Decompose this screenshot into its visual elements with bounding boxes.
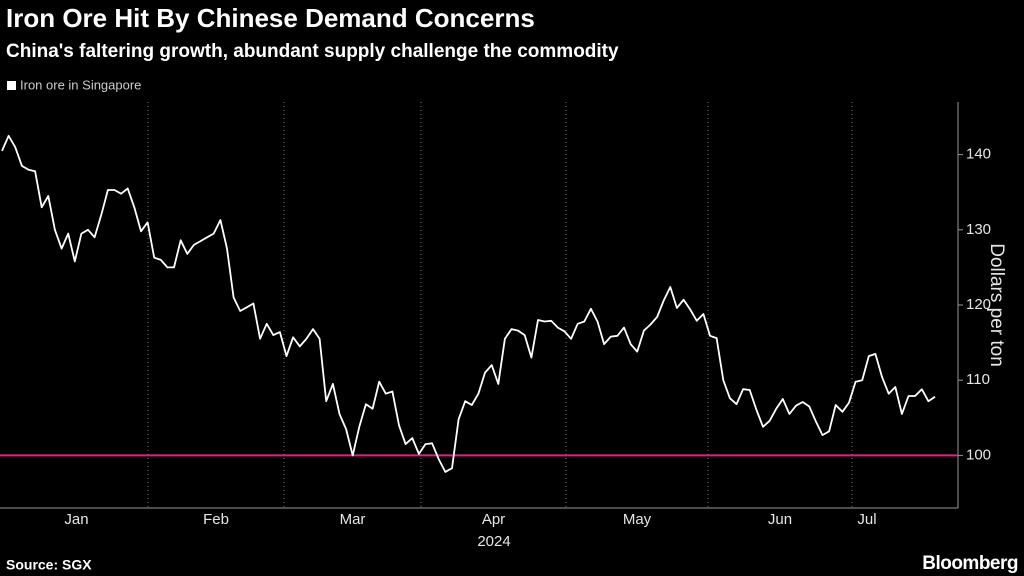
x-tick-label: Jun [768,511,792,528]
chart-title: Iron Ore Hit By Chinese Demand Concerns [6,3,535,33]
y-tick-label: 110 [966,371,990,388]
y-axis-label: Dollars per ton [986,243,1007,367]
source: Source: SGX [6,557,92,573]
y-tick-label: 140 [966,146,991,163]
legend-label: Iron ore in Singapore [20,77,141,92]
y-tick-label: 100 [966,446,991,463]
x-tick-label: Feb [203,511,229,528]
year-label: 2024 [477,533,510,550]
legend-swatch [7,81,16,90]
x-tick-label: Mar [340,511,366,528]
x-tick-label: May [623,511,652,528]
x-tick-label: Apr [482,511,505,528]
chart-subtitle: China's faltering growth, abundant suppl… [6,41,619,62]
brand: Bloomberg [922,553,1018,574]
x-tick-label: Jan [64,511,88,528]
price-line [1,134,936,473]
x-tick-label: Jul [857,511,876,528]
y-tick-label: 120 [966,296,991,313]
y-tick-label: 130 [966,221,991,238]
